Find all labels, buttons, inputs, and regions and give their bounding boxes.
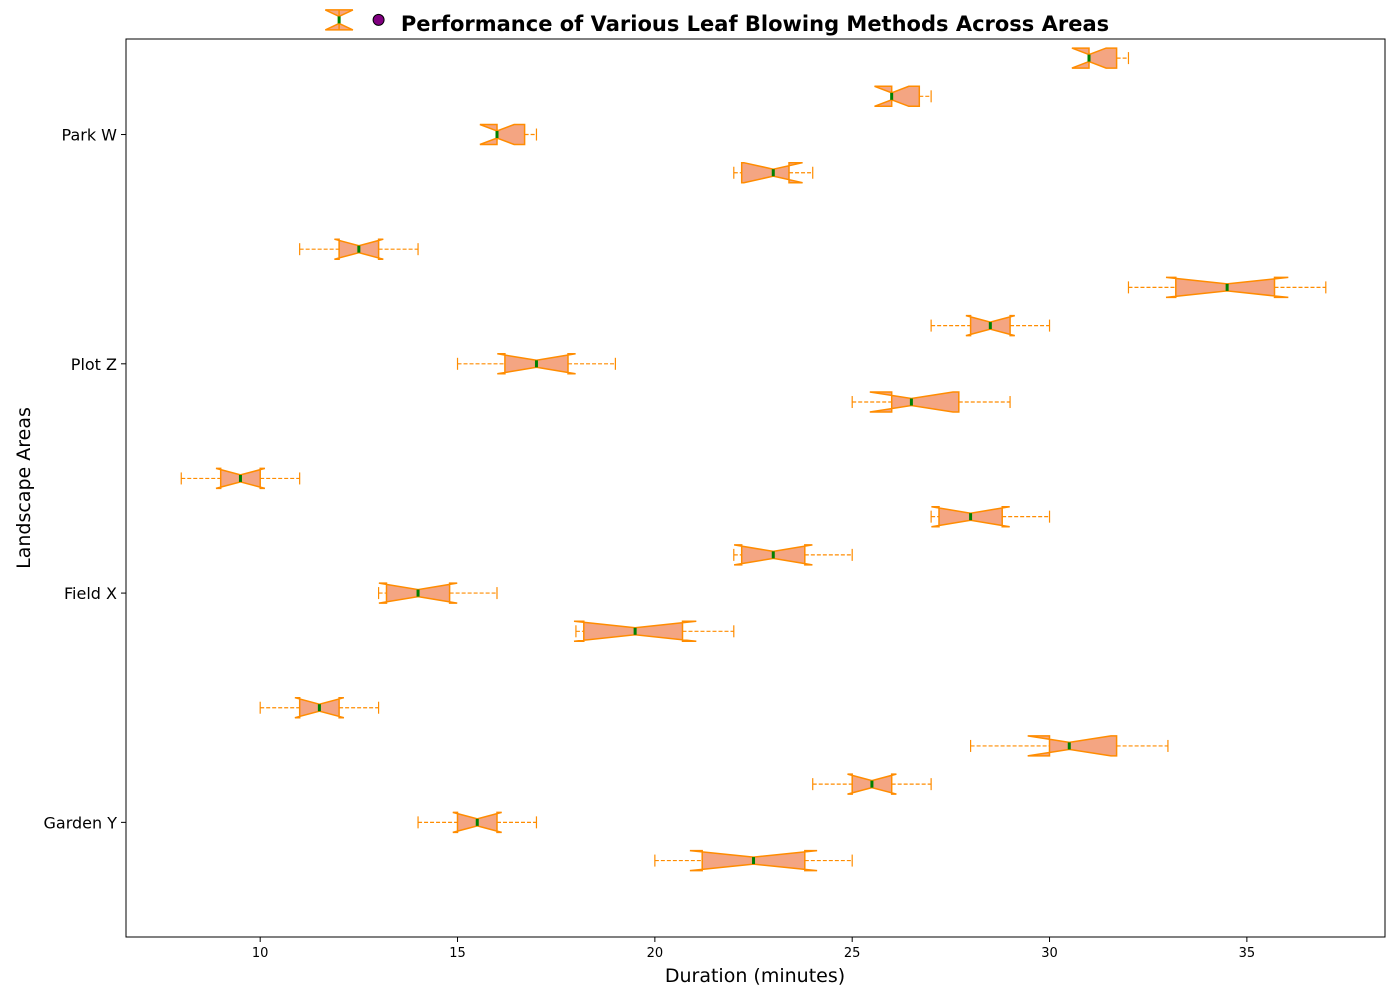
y-tick-label: Field X	[64, 584, 117, 603]
x-tick-label: 35	[1239, 946, 1256, 961]
box-body	[479, 123, 526, 146]
x-tick-label: 25	[844, 946, 861, 961]
y-axis-label: Landscape Areas	[13, 407, 35, 569]
box-body	[1027, 735, 1118, 757]
plot-frame	[125, 38, 1386, 938]
plot-area: 10 15 20 25 30 35 Garden Y Field X Plot Z Park W	[44, 9, 1386, 961]
y-tick-label: Plot Z	[71, 355, 117, 374]
x-tick-label: 15	[449, 946, 466, 961]
x-axis-label: Duration (minutes)	[665, 965, 845, 987]
chart-title: Performance of Various Leaf Blowing Meth…	[401, 12, 1109, 36]
box-body	[874, 85, 921, 108]
box-body	[869, 391, 960, 413]
outlier-point	[372, 13, 385, 26]
x-tick-label: 30	[1041, 946, 1058, 961]
y-tick-label: Garden Y	[44, 813, 118, 832]
box-body	[324, 9, 354, 31]
box-body	[1071, 47, 1118, 69]
y-tick-label: Park W	[62, 126, 118, 145]
x-tick-label: 20	[647, 946, 664, 961]
x-tick-label: 10	[252, 946, 269, 961]
